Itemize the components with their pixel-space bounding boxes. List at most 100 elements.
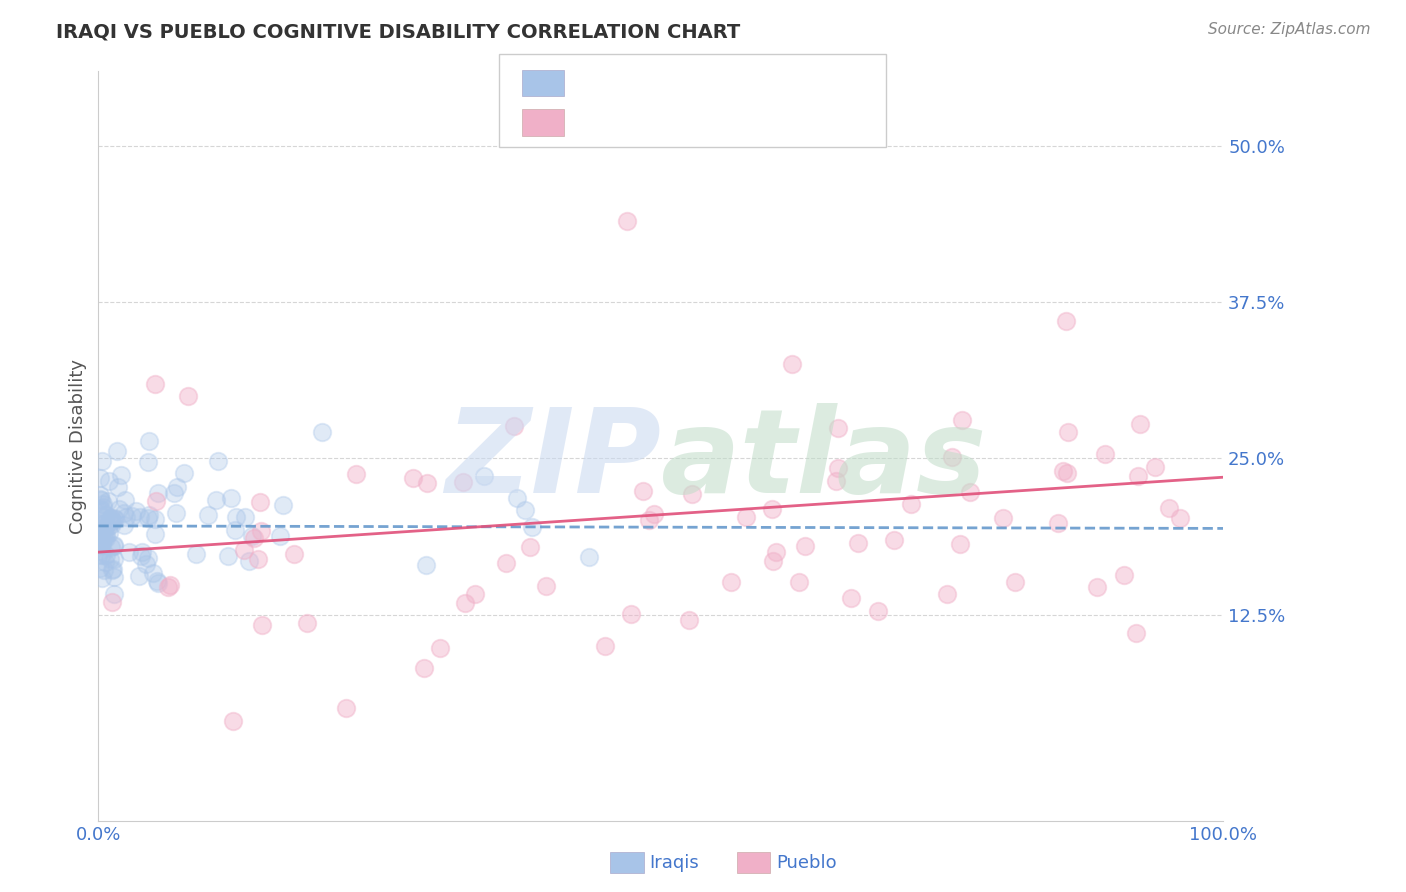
Point [131, 545, 153, 559]
Point [464, 587, 486, 601]
Point [1157, 500, 1180, 515]
Point [138, 508, 160, 522]
Point [233, 543, 256, 558]
Point [103, 539, 125, 553]
Point [616, 214, 638, 228]
Point [225, 510, 247, 524]
Point [1056, 467, 1078, 481]
Point [98, 552, 121, 566]
Point [681, 487, 703, 501]
Text: 73: 73 [756, 113, 782, 131]
Point [90, 492, 112, 507]
Point [242, 531, 264, 545]
Point [173, 466, 195, 480]
Point [846, 536, 869, 550]
Point [207, 454, 229, 468]
Point [1112, 568, 1135, 582]
Text: N =: N = [707, 113, 741, 131]
Point [1125, 625, 1147, 640]
Point [534, 579, 557, 593]
Point [678, 613, 700, 627]
Point [146, 574, 169, 589]
Point [495, 556, 517, 570]
Point [1128, 469, 1150, 483]
Point [311, 425, 333, 439]
Point [93, 555, 115, 569]
Point [125, 503, 148, 517]
Point [344, 467, 367, 481]
Point [136, 551, 159, 566]
Point [238, 554, 260, 568]
Point [827, 460, 849, 475]
Point [219, 491, 242, 506]
Point [578, 550, 600, 565]
Point [101, 595, 124, 609]
Point [90, 538, 112, 552]
Point [105, 443, 128, 458]
Text: 0.188: 0.188 [630, 113, 688, 131]
Point [222, 714, 245, 728]
Point [89, 561, 111, 575]
Point [734, 510, 756, 524]
Point [249, 495, 271, 509]
Point [146, 576, 169, 591]
Point [794, 539, 817, 553]
Point [156, 580, 179, 594]
Point [224, 523, 246, 537]
Point [519, 540, 541, 554]
Point [128, 510, 150, 524]
Point [412, 661, 434, 675]
Point [177, 389, 200, 403]
Point [145, 494, 167, 508]
Point [765, 545, 787, 559]
Point [135, 558, 157, 572]
Point [335, 701, 357, 715]
Point [620, 607, 643, 621]
Point [720, 574, 742, 589]
Point [96, 528, 118, 542]
Point [502, 419, 524, 434]
Point [90, 521, 112, 535]
Point [900, 497, 922, 511]
Point [825, 474, 848, 488]
Point [936, 587, 959, 601]
Point [108, 502, 131, 516]
Point [271, 498, 294, 512]
Point [520, 519, 543, 533]
Point [89, 523, 111, 537]
Point [90, 538, 112, 552]
Point [93, 563, 115, 577]
Point [250, 617, 273, 632]
Point [91, 497, 114, 511]
Point [97, 520, 120, 534]
Point [90, 502, 112, 516]
Point [115, 509, 138, 524]
Point [91, 454, 114, 468]
Point [506, 491, 529, 506]
Point [941, 450, 963, 464]
Point [100, 540, 122, 554]
Point [143, 376, 166, 391]
Point [839, 591, 862, 605]
Point [90, 549, 112, 563]
Point [100, 563, 122, 577]
Point [103, 511, 125, 525]
Point [1054, 314, 1077, 328]
Text: R =: R = [576, 74, 610, 92]
Point [89, 488, 111, 502]
Point [166, 480, 188, 494]
Point [103, 552, 125, 566]
Point [780, 357, 803, 371]
Point [453, 596, 475, 610]
Point [117, 545, 139, 559]
Point [633, 483, 655, 498]
Point [269, 529, 291, 543]
Point [112, 506, 135, 520]
Point [1129, 417, 1152, 432]
Point [138, 511, 160, 525]
Point [593, 639, 616, 653]
Point [197, 508, 219, 523]
Point [143, 527, 166, 541]
Point [128, 569, 150, 583]
Point [638, 513, 661, 527]
